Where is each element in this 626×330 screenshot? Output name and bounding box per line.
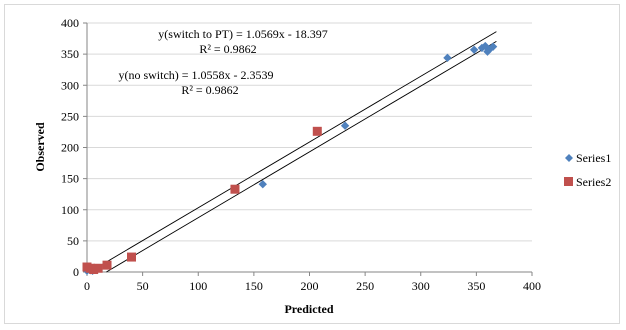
y-tick-label-400: 400: [61, 16, 79, 30]
tick-labels: 0 50 100 150 200 250 300 350 400 0 50 100 150 200 250 3…: [61, 16, 541, 293]
legend-label-series2: Series2: [576, 175, 611, 189]
series1-point-13: [488, 42, 498, 51]
series2-point-8: [312, 126, 322, 136]
y-tick-label-0: 0: [73, 265, 79, 279]
y-tick-label-100: 100: [61, 203, 79, 217]
x-tick-label-200: 200: [301, 279, 319, 293]
x-tick-label-100: 100: [189, 279, 207, 293]
equation-no-switch: y(no switch) = 1.0558x - 2.3539: [118, 68, 273, 82]
axes: [83, 22, 533, 276]
trendline-2: [89, 31, 497, 273]
x-axis-title: Predicted: [284, 302, 333, 316]
series1-point-6: [340, 121, 350, 130]
gridlines: [87, 22, 532, 242]
y-axis-title: Observed: [33, 122, 47, 172]
series1-point-5: [258, 180, 267, 189]
y-tick-label-250: 250: [61, 109, 79, 123]
r-squared-switch-to-pt: R² = 0.9862: [199, 42, 256, 56]
series2-point-6: [127, 252, 136, 262]
legend: Series1 Series2: [564, 151, 611, 189]
series1-point-7: [443, 53, 452, 63]
r-squared-no-switch: R² = 0.9862: [181, 83, 238, 97]
trendline-1: [106, 40, 497, 273]
y-tick-label-350: 350: [61, 47, 79, 61]
x-tick-label-250: 250: [356, 279, 374, 293]
x-tick-label-0: 0: [84, 279, 90, 293]
equation-switch-to-pt: y(switch to PT) = 1.0569x - 18.397: [158, 27, 327, 41]
chart-frame: [4, 4, 620, 324]
y-tick-label-50: 50: [67, 234, 79, 248]
series2-point-5: [102, 260, 112, 270]
legend-marker-series1: [565, 154, 573, 162]
legend-marker-series2: [564, 177, 573, 186]
x-tick-label-300: 300: [412, 279, 430, 293]
data-points: [82, 41, 498, 275]
y-tick-label-200: 200: [61, 141, 79, 155]
trendlines: [89, 31, 497, 273]
series1-point-9: [477, 43, 487, 53]
series1-point-8: [469, 45, 479, 54]
x-tick-label-350: 350: [467, 279, 485, 293]
series2-point-4: [93, 263, 103, 273]
x-tick-label-150: 150: [245, 279, 263, 293]
y-tick-label-300: 300: [61, 78, 79, 92]
y-tick-label-150: 150: [61, 172, 79, 186]
x-tick-label-50: 50: [137, 279, 149, 293]
legend-label-series1: Series1: [576, 151, 611, 165]
series2-point-7: [230, 184, 240, 194]
x-tick-label-400: 400: [523, 279, 541, 293]
